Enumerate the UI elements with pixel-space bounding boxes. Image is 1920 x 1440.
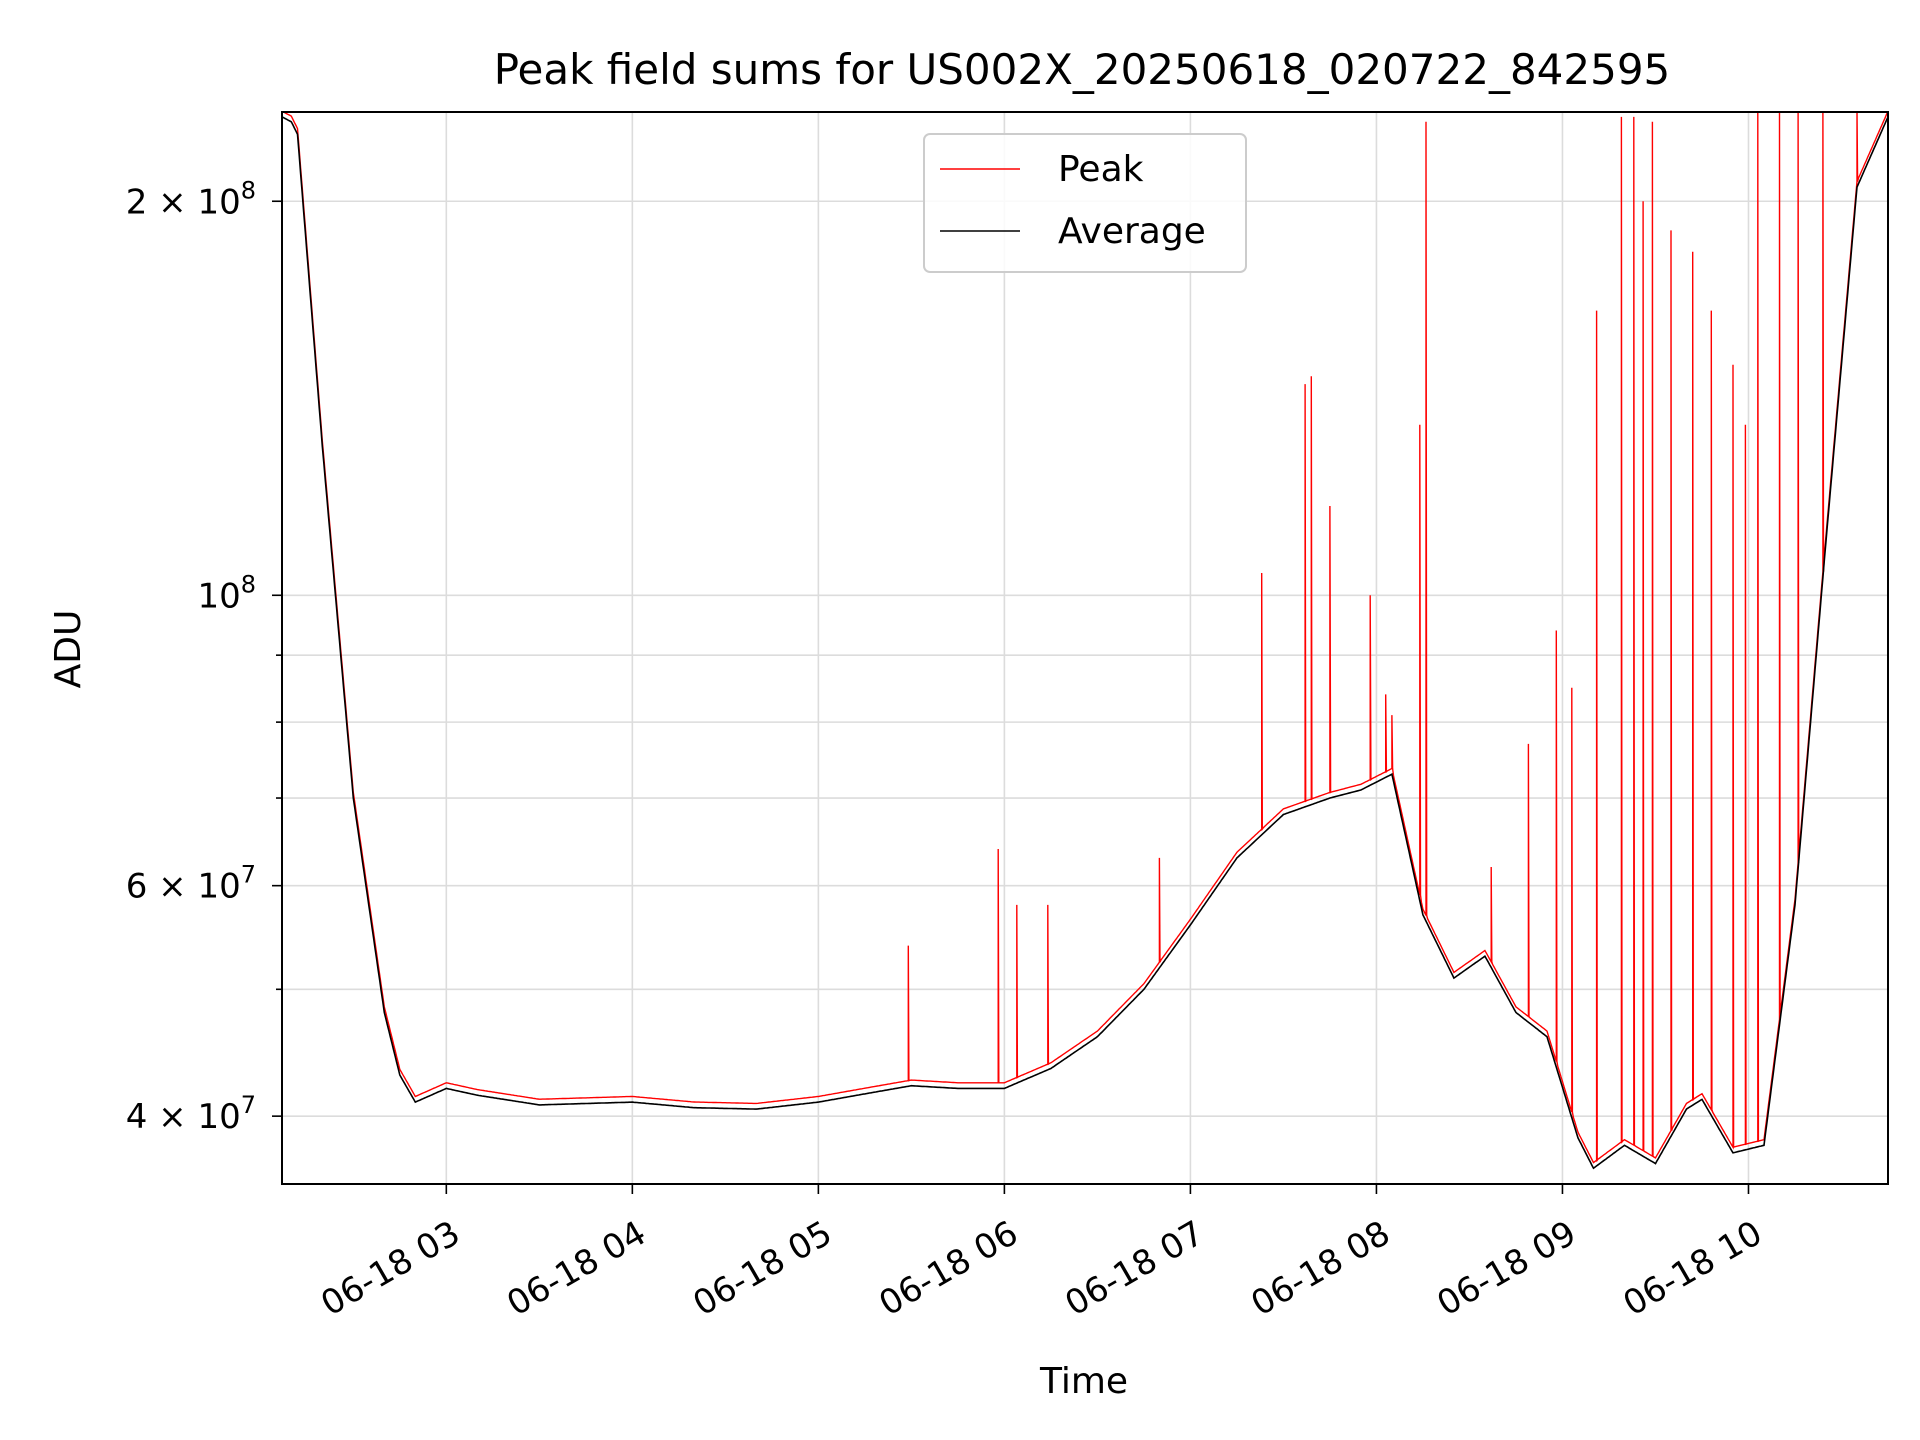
- x-tick-label: 06-18 06: [872, 1213, 1024, 1324]
- y-tick-label: 6 × 107: [126, 861, 256, 907]
- y-tick-label: 4 × 107: [126, 1091, 256, 1137]
- x-tick-label: 06-18 04: [500, 1213, 652, 1324]
- axis-ticks: 06-18 03 06-18 04 06-18 05 06-18 06 06-18 07…: [126, 176, 1769, 1324]
- legend-label-peak: Peak: [1058, 149, 1144, 190]
- x-tick-label: 06-18 09: [1431, 1213, 1583, 1324]
- x-tick-label: 06-18 10: [1617, 1213, 1769, 1324]
- peak-series-line: [282, 112, 1888, 1164]
- legend-label-average: Average: [1058, 211, 1206, 252]
- plot-area: [282, 112, 1888, 1170]
- x-axis-title: Time: [1039, 1361, 1128, 1402]
- x-tick-label: 06-18 05: [686, 1213, 838, 1324]
- average-series-line: [282, 116, 1888, 1170]
- y-tick-label: 2 × 108: [126, 176, 256, 222]
- chart-title: Peak field sums for US002X_20250618_0207…: [494, 45, 1671, 94]
- y-axis-title: ADU: [48, 610, 89, 689]
- plot-frame: [281, 111, 1889, 1185]
- grid: [282, 112, 1888, 1184]
- y-tick-label: 108: [197, 570, 256, 616]
- x-tick-label: 06-18 03: [314, 1213, 466, 1324]
- x-tick-label: 06-18 07: [1059, 1213, 1211, 1324]
- legend: Peak Average: [923, 133, 1247, 273]
- x-tick-label: 06-18 08: [1245, 1213, 1397, 1324]
